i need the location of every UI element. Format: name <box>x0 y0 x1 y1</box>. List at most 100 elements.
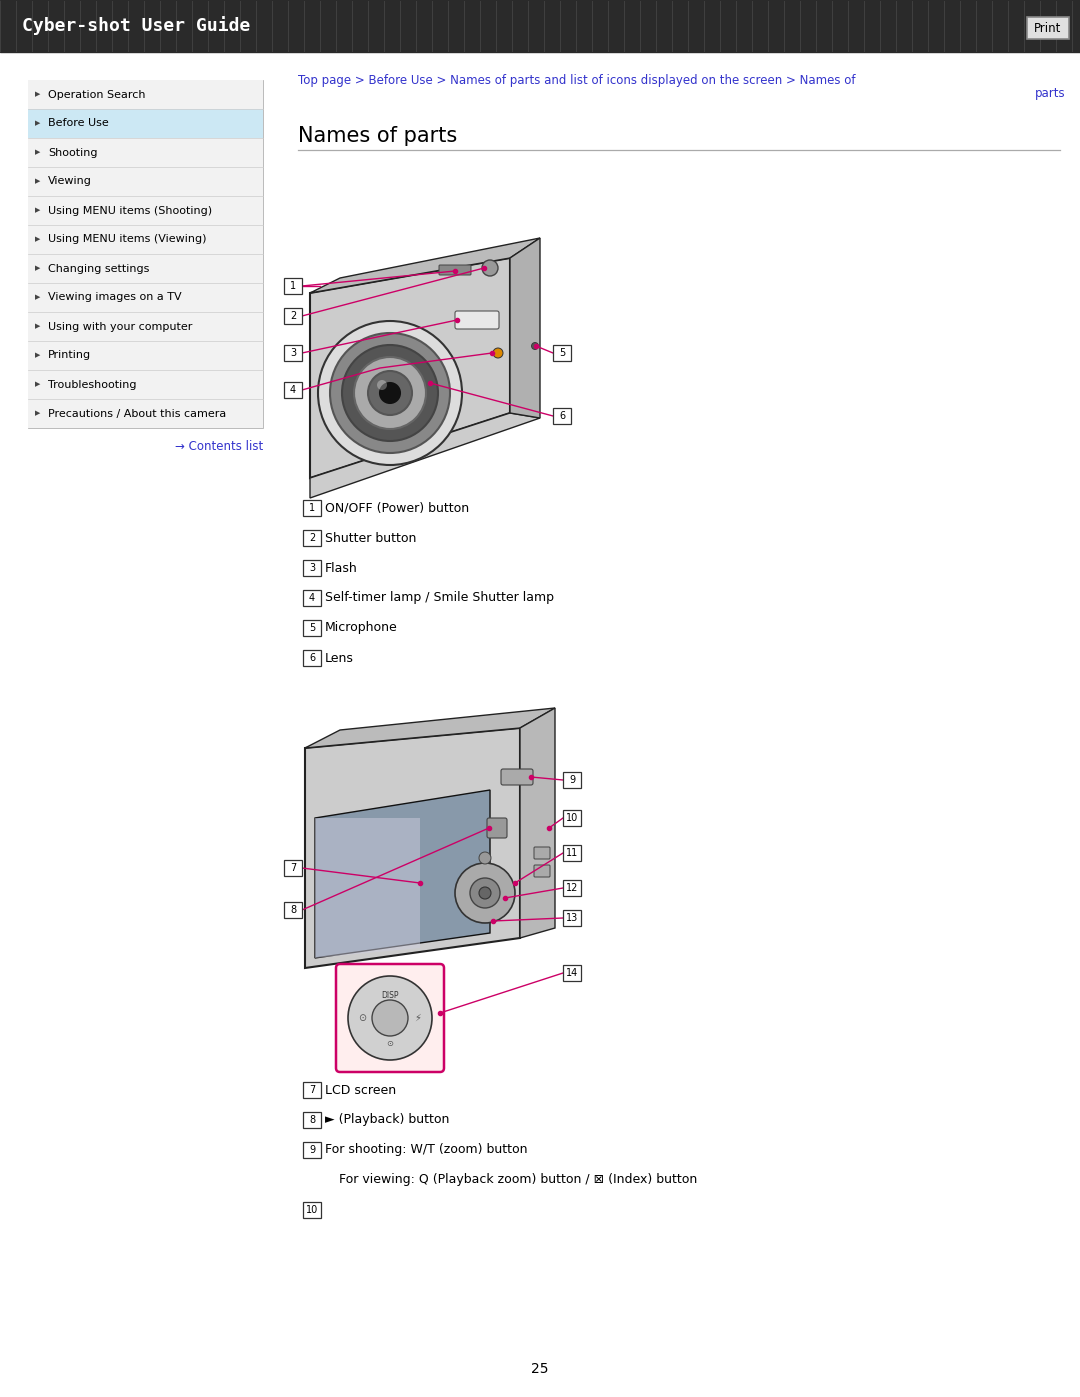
Bar <box>284 307 302 324</box>
Text: For shooting: W/T (zoom) button: For shooting: W/T (zoom) button <box>325 1144 527 1157</box>
Polygon shape <box>310 258 510 478</box>
Bar <box>284 278 302 293</box>
Text: 4: 4 <box>289 386 296 395</box>
Text: ▶: ▶ <box>36 236 41 243</box>
Text: 5: 5 <box>309 623 315 633</box>
Text: Shooting: Shooting <box>48 148 97 158</box>
Text: 12: 12 <box>566 883 578 893</box>
Polygon shape <box>315 789 490 958</box>
Text: 6: 6 <box>559 411 565 420</box>
Text: Using MENU items (Viewing): Using MENU items (Viewing) <box>48 235 206 244</box>
Text: ⊙: ⊙ <box>357 1013 366 1023</box>
Bar <box>563 965 581 981</box>
Circle shape <box>377 380 387 390</box>
Bar <box>28 341 264 370</box>
Bar <box>303 620 321 636</box>
Bar <box>284 345 302 360</box>
Text: ▶: ▶ <box>36 381 41 387</box>
Text: 1: 1 <box>289 281 296 291</box>
Text: ON/OFF (Power) button: ON/OFF (Power) button <box>325 502 469 514</box>
Bar <box>563 773 581 788</box>
Text: Viewing: Viewing <box>48 176 92 187</box>
Text: Using with your computer: Using with your computer <box>48 321 192 331</box>
Text: ⚡: ⚡ <box>415 1013 421 1023</box>
Polygon shape <box>305 728 519 968</box>
Circle shape <box>482 260 498 277</box>
Text: LCD screen: LCD screen <box>325 1084 396 1097</box>
Bar <box>28 80 264 427</box>
Text: ▶: ▶ <box>36 179 41 184</box>
Circle shape <box>470 877 500 908</box>
Text: 13: 13 <box>566 914 578 923</box>
FancyBboxPatch shape <box>336 964 444 1071</box>
Text: 9: 9 <box>569 775 575 785</box>
Circle shape <box>368 372 411 415</box>
Bar <box>0 0 1080 52</box>
Text: → Contents list: → Contents list <box>175 440 264 453</box>
Text: 1: 1 <box>309 503 315 513</box>
Bar <box>563 810 581 826</box>
Bar <box>28 225 264 254</box>
Text: 8: 8 <box>309 1115 315 1125</box>
FancyBboxPatch shape <box>534 847 550 859</box>
Text: Precautions / About this camera: Precautions / About this camera <box>48 408 226 419</box>
Circle shape <box>354 358 426 429</box>
Text: 8: 8 <box>289 905 296 915</box>
FancyBboxPatch shape <box>455 312 499 330</box>
Text: Operation Search: Operation Search <box>48 89 146 99</box>
Text: Top page > Before Use > Names of parts and list of icons displayed on the screen: Top page > Before Use > Names of parts a… <box>298 74 855 87</box>
Text: ▶: ▶ <box>36 324 41 330</box>
Text: 14: 14 <box>566 968 578 978</box>
Bar <box>303 500 321 515</box>
Text: Viewing images on a TV: Viewing images on a TV <box>48 292 181 303</box>
Circle shape <box>330 332 450 453</box>
Text: ▶: ▶ <box>36 295 41 300</box>
Bar <box>28 109 264 138</box>
Text: 9: 9 <box>309 1146 315 1155</box>
Text: For viewing: Q (Playback zoom) button / ⊠ (Index) button: For viewing: Q (Playback zoom) button / … <box>339 1173 698 1186</box>
Text: Names of parts: Names of parts <box>298 126 457 147</box>
Circle shape <box>318 321 462 465</box>
Bar <box>28 138 264 168</box>
Text: 7: 7 <box>289 863 296 873</box>
Bar <box>563 845 581 861</box>
Text: ▶: ▶ <box>36 149 41 155</box>
Text: Changing settings: Changing settings <box>48 264 149 274</box>
Circle shape <box>455 863 515 923</box>
Circle shape <box>372 1000 408 1037</box>
Text: Shutter button: Shutter button <box>325 531 417 545</box>
Text: ▶: ▶ <box>36 120 41 127</box>
Bar <box>28 254 264 284</box>
Text: Self-timer lamp / Smile Shutter lamp: Self-timer lamp / Smile Shutter lamp <box>325 591 554 605</box>
FancyBboxPatch shape <box>438 265 471 275</box>
Polygon shape <box>315 819 420 958</box>
Text: 2: 2 <box>289 312 296 321</box>
Bar <box>28 196 264 225</box>
Text: 3: 3 <box>289 348 296 358</box>
Polygon shape <box>510 237 540 418</box>
Bar <box>303 1201 321 1218</box>
Text: Before Use: Before Use <box>48 119 109 129</box>
Bar <box>553 345 571 360</box>
Text: ▶: ▶ <box>36 208 41 214</box>
Text: ▶: ▶ <box>36 352 41 359</box>
Bar <box>284 902 302 918</box>
Text: 11: 11 <box>566 848 578 858</box>
FancyBboxPatch shape <box>534 865 550 877</box>
Text: Print: Print <box>1035 21 1062 35</box>
Circle shape <box>342 345 438 441</box>
Text: 25: 25 <box>531 1362 549 1376</box>
Text: Using MENU items (Shooting): Using MENU items (Shooting) <box>48 205 212 215</box>
Text: parts: parts <box>1035 87 1065 101</box>
Text: Printing: Printing <box>48 351 91 360</box>
Text: 10: 10 <box>306 1206 319 1215</box>
Circle shape <box>531 342 539 349</box>
Circle shape <box>380 383 400 402</box>
Bar <box>284 381 302 398</box>
Bar <box>303 529 321 546</box>
Bar <box>28 400 264 427</box>
Bar <box>553 408 571 425</box>
Text: Troubleshooting: Troubleshooting <box>48 380 136 390</box>
Bar <box>303 1112 321 1127</box>
Text: ▶: ▶ <box>36 411 41 416</box>
